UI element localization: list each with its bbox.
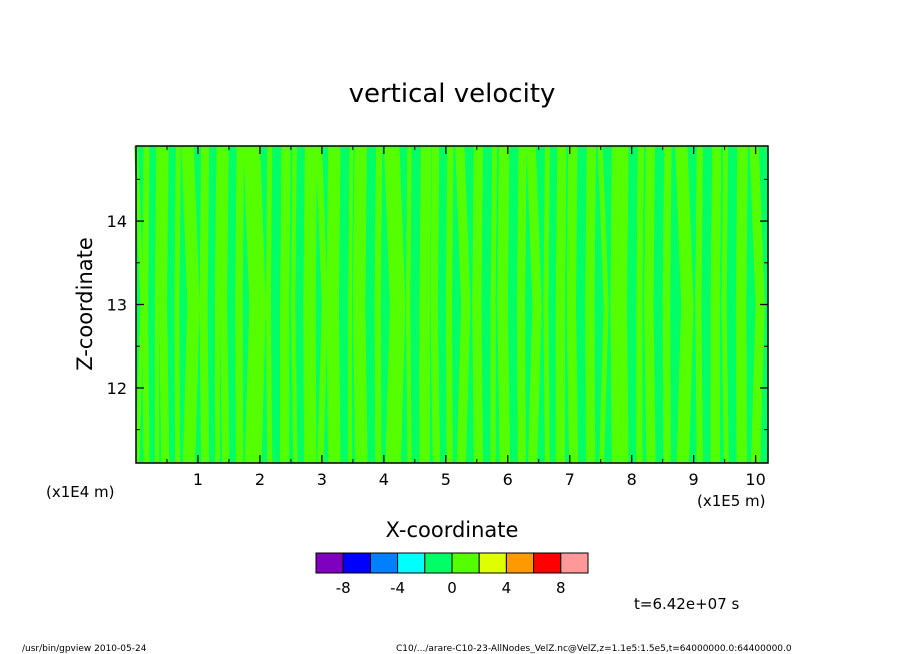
contour-band xyxy=(419,146,432,463)
y-unit-label: (x1E4 m) xyxy=(46,483,115,501)
x-tick-label: 2 xyxy=(255,470,265,489)
contour-band xyxy=(235,146,245,463)
contour-band xyxy=(303,146,318,463)
footer-left: /usr/bin/gpview 2010-05-24 xyxy=(22,644,147,654)
colorbar-swatch xyxy=(478,552,507,574)
colorbar: -8 -4 0 4 8 xyxy=(315,552,589,597)
contour-band xyxy=(214,146,222,463)
contour-band xyxy=(662,146,672,463)
time-label: t=6.42e+07 s xyxy=(634,595,740,613)
y-tick-label: 13 xyxy=(107,296,127,315)
x-tick-label: 10 xyxy=(745,470,765,489)
contour-band xyxy=(141,146,150,463)
plot-area xyxy=(134,145,769,464)
contour-band xyxy=(721,146,729,463)
colorbar-tick-label: 8 xyxy=(556,579,566,597)
contour-band xyxy=(383,146,406,463)
contour-band xyxy=(636,146,644,463)
colorbar-swatch xyxy=(315,552,344,574)
contour-band xyxy=(159,146,170,463)
contour-band xyxy=(243,146,267,463)
x-tick-label: 3 xyxy=(317,470,327,489)
contour-band xyxy=(610,146,629,463)
contour-band xyxy=(154,146,161,463)
x-tick-label: 1 xyxy=(193,470,203,489)
contour-band xyxy=(315,146,328,463)
colorbar-swatch xyxy=(533,552,562,574)
contour-band xyxy=(134,146,144,463)
contour-band xyxy=(735,146,748,463)
y-tick-label: 14 xyxy=(107,212,127,231)
colorbar-tick-label: 4 xyxy=(502,579,512,597)
colorbar-swatch xyxy=(451,552,480,574)
x-tick-label: 8 xyxy=(627,470,637,489)
colorbar-swatch xyxy=(369,552,399,574)
colorbar-swatch xyxy=(342,552,371,574)
footer-right: C10/.../arare-C10-23-AllNodes_VelZ.nc@Ve… xyxy=(396,644,792,654)
colorbar-tick-label: -8 xyxy=(336,579,351,597)
contour-band xyxy=(455,146,471,463)
chart-title: vertical velocity xyxy=(349,79,556,109)
x-tick-label: 9 xyxy=(689,470,699,489)
y-axis: 12 13 14 xyxy=(107,178,768,431)
colorbar-tick-label: 0 xyxy=(447,579,457,597)
contour-band xyxy=(644,146,656,463)
y-tick-label: 12 xyxy=(107,379,127,398)
contour-band xyxy=(472,146,483,463)
contour-band xyxy=(219,146,230,463)
contour-fill-layer xyxy=(134,146,765,463)
y-axis-label: Z-coordinate xyxy=(73,237,97,371)
contour-band xyxy=(430,146,441,463)
contour-band xyxy=(675,146,694,463)
contour-band xyxy=(265,146,273,463)
x-tick-label: 5 xyxy=(441,470,451,489)
contour-band xyxy=(517,146,527,463)
colorbar-swatch xyxy=(505,552,535,574)
contour-band xyxy=(199,146,210,463)
contour-band xyxy=(490,146,498,463)
contour-band xyxy=(280,146,291,463)
contour-band xyxy=(543,146,550,463)
x-tick-label: 6 xyxy=(503,470,513,489)
contour-band xyxy=(555,146,567,463)
contour-band xyxy=(405,146,412,463)
contour-band xyxy=(352,146,368,463)
x-axis: 1 2 3 4 5 6 7 8 9 10 xyxy=(166,146,766,489)
contour-band xyxy=(291,146,298,463)
contour-band xyxy=(566,146,579,463)
contour-band xyxy=(597,146,609,463)
contour-band xyxy=(326,146,341,463)
colorbar-swatch xyxy=(560,552,589,574)
contour-band xyxy=(585,146,597,463)
colorbar-swatch xyxy=(424,552,453,574)
x-axis-label: X-coordinate xyxy=(386,518,519,542)
contour-band xyxy=(497,146,511,463)
contour-band xyxy=(695,146,703,463)
contour-band xyxy=(526,146,542,463)
x-unit-label: (x1E5 m) xyxy=(697,492,766,510)
contour-band xyxy=(174,146,181,463)
contour-band xyxy=(374,146,383,463)
contour-band xyxy=(710,146,722,463)
contour-band xyxy=(749,146,765,463)
colorbar-tick-label: -4 xyxy=(390,579,405,597)
contour-band xyxy=(181,146,200,463)
contour-band xyxy=(348,146,354,463)
x-tick-label: 4 xyxy=(379,470,389,489)
x-tick-label: 7 xyxy=(565,470,575,489)
colorbar-swatch xyxy=(397,552,426,574)
contour-band xyxy=(445,146,454,463)
